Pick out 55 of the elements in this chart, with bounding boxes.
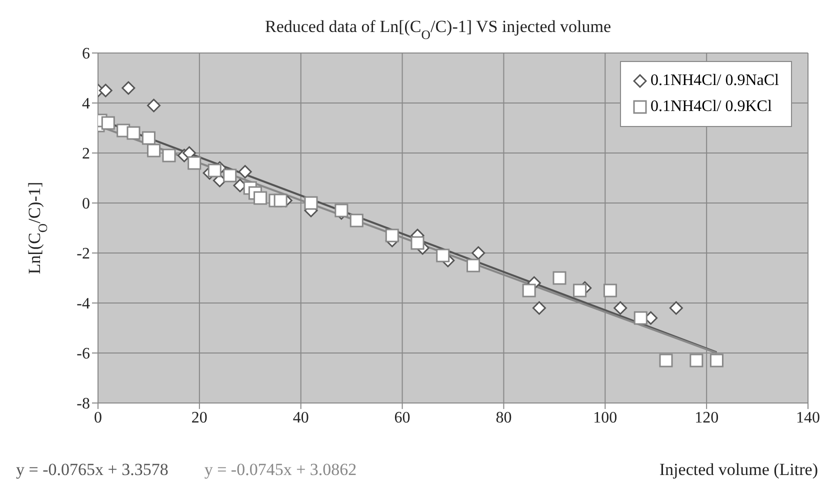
point [466, 258, 480, 272]
point [522, 284, 536, 298]
legend-label: 0.1NH4Cl/ 0.9NaCl [650, 71, 779, 91]
point [659, 354, 673, 368]
x-tick-label: 140 [796, 409, 820, 426]
point [98, 84, 112, 98]
point [472, 246, 486, 260]
point [573, 284, 587, 298]
text: y = -0.0765x + 3.3578 [16, 460, 168, 480]
text: y = -0.0745x + 3.0862 [204, 460, 357, 480]
x-tick-label: 40 [292, 409, 309, 426]
x-tick-label: 60 [394, 409, 410, 426]
point [274, 194, 288, 208]
point [603, 284, 617, 298]
point [350, 214, 364, 228]
point [208, 164, 222, 178]
point [532, 301, 546, 315]
point [614, 301, 628, 315]
point [238, 165, 252, 178]
point [126, 126, 140, 140]
x-tick-label: 20 [191, 409, 208, 426]
point [690, 354, 704, 368]
chart-title: Reduced data of Ln[(C$_{O}$/C)-1] VS injected volume [265, 17, 611, 42]
x-tick-label: 80 [496, 409, 512, 426]
point [101, 116, 115, 130]
point [669, 301, 683, 315]
point [223, 168, 237, 182]
x-tick-label: 100 [593, 409, 618, 426]
y-tick-label: -6 [76, 346, 90, 363]
x-tick-label: 0 [94, 409, 102, 426]
point [142, 131, 156, 145]
y-tick-label: -2 [76, 246, 90, 263]
point [147, 144, 161, 158]
y-tick-label: -4 [76, 296, 90, 313]
point [162, 148, 176, 162]
point [254, 191, 268, 205]
y-tick-label: 4 [82, 96, 90, 113]
y-tick-label: -8 [76, 396, 90, 413]
y-tick-label: 0 [82, 196, 90, 213]
point [334, 204, 348, 218]
point [385, 228, 399, 242]
point [710, 354, 724, 368]
point [410, 236, 424, 250]
x-tick-label: 120 [694, 409, 719, 426]
point [147, 98, 161, 112]
y-tick-label: 6 [82, 46, 90, 63]
point [436, 248, 450, 262]
legend-label: 0.1NH4Cl/ 0.9KCl [650, 97, 772, 117]
point [188, 156, 202, 170]
y-tick-label: 2 [82, 146, 90, 163]
x-axis-title: Injected volume (Litre) [659, 460, 818, 480]
point [304, 196, 318, 210]
point [634, 311, 648, 325]
point [552, 271, 566, 285]
point [122, 81, 136, 95]
